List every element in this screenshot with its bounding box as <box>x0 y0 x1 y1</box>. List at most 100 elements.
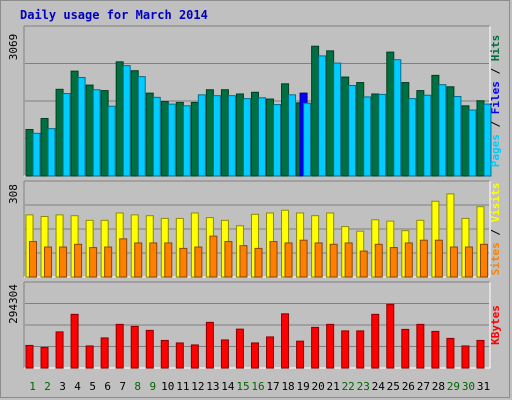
day-label-23: 23 <box>357 380 370 393</box>
bar-pages-day-18 <box>288 94 297 177</box>
bar-kbytes-day-13 <box>205 321 214 369</box>
panel-3-legend: KBytes <box>489 305 502 345</box>
day-label-3: 3 <box>59 380 66 393</box>
bar-sites-day-30 <box>464 246 473 278</box>
day-label-28: 28 <box>432 380 445 393</box>
day-label-21: 21 <box>327 380 340 393</box>
day-label-1: 1 <box>29 380 36 393</box>
bar-kbytes-day-29 <box>446 337 455 369</box>
day-label-27: 27 <box>417 380 430 393</box>
bar-sites-day-13 <box>209 235 218 278</box>
bar-kbytes-day-22 <box>341 330 350 369</box>
bar-pages-day-29 <box>453 96 462 177</box>
bar-hits-day-30 <box>461 105 470 177</box>
bar-kbytes-day-12 <box>190 344 199 369</box>
bar-pages-day-2 <box>47 128 56 177</box>
day-label-30: 30 <box>462 380 475 393</box>
panel-1-legend: Pages / Files / Hits <box>489 35 502 168</box>
bar-pages-day-11 <box>182 105 191 177</box>
bar-sites-day-21 <box>329 243 338 278</box>
bar-kbytes-day-11 <box>175 342 184 369</box>
day-label-29: 29 <box>447 380 460 393</box>
bar-pages-day-25 <box>393 59 402 177</box>
bar-sites-day-31 <box>479 243 488 278</box>
bar-pages-day-21 <box>333 62 342 177</box>
bar-kbytes-day-2 <box>40 346 49 369</box>
bar-hits-day-18 <box>281 83 290 177</box>
bar-kbytes-day-15 <box>235 328 244 369</box>
bar-sites-day-9 <box>149 242 158 278</box>
bar-kbytes-day-26 <box>401 328 410 369</box>
bar-kbytes-day-24 <box>371 313 380 369</box>
bar-pages-day-19 <box>303 102 312 177</box>
day-label-16: 16 <box>251 380 264 393</box>
bar-hits-day-11 <box>175 101 184 177</box>
bar-pages-day-4 <box>77 76 86 177</box>
bar-kbytes-day-21 <box>326 323 335 369</box>
bar-sites-day-12 <box>194 246 203 278</box>
bar-hits-day-1 <box>25 128 34 177</box>
day-label-14: 14 <box>221 380 235 393</box>
bar-pages-day-6 <box>107 105 116 177</box>
bar-kbytes-day-19 <box>296 340 305 369</box>
bar-pages-day-10 <box>167 103 176 177</box>
day-label-19: 19 <box>296 380 309 393</box>
bar-kbytes-day-23 <box>356 330 365 369</box>
bar-pages-day-12 <box>197 94 206 177</box>
bar-pages-day-28 <box>438 84 447 177</box>
bar-pages-day-20 <box>318 55 327 177</box>
bar-hits-day-17 <box>266 98 275 177</box>
bar-kbytes-day-30 <box>461 345 470 369</box>
bar-sites-day-10 <box>164 242 173 278</box>
bar-kbytes-day-8 <box>130 325 139 369</box>
bar-hits-day-27 <box>416 90 425 177</box>
bar-sites-day-15 <box>239 245 248 278</box>
bar-hits-day-16 <box>250 91 259 177</box>
day-label-24: 24 <box>372 380 386 393</box>
legend-separator: / <box>489 222 502 242</box>
day-label-25: 25 <box>387 380 400 393</box>
bar-hits-day-28 <box>431 74 440 177</box>
bar-pages-day-26 <box>408 98 417 177</box>
bar-hits-day-4 <box>70 70 79 177</box>
bar-pages-day-9 <box>152 96 161 177</box>
bar-sites-day-8 <box>134 242 143 278</box>
bar-pages-day-22 <box>348 85 357 177</box>
bar-sites-day-5 <box>89 247 98 278</box>
bar-pages-day-8 <box>137 76 146 177</box>
bar-hits-day-22 <box>341 76 350 177</box>
bar-sites-day-25 <box>389 247 398 278</box>
bar-kbytes-day-27 <box>416 323 425 369</box>
legend-kbytes: KBytes <box>489 305 502 345</box>
bar-kbytes-day-3 <box>55 331 64 369</box>
bar-sites-day-11 <box>179 247 188 278</box>
bar-hits-day-9 <box>145 92 154 177</box>
bar-sites-day-3 <box>59 246 68 278</box>
day-label-15: 15 <box>236 380 249 393</box>
bar-kbytes-day-18 <box>281 313 290 369</box>
bar-hits-day-24 <box>371 93 380 177</box>
legend-sites: Sites <box>489 242 502 275</box>
legend-files: Files <box>489 81 502 114</box>
day-label-11: 11 <box>176 380 189 393</box>
bar-pages-day-23 <box>363 96 372 177</box>
bar-hits-day-25 <box>386 51 395 177</box>
panel-3-scale-label: 294304 <box>7 284 20 324</box>
bar-pages-day-7 <box>122 65 131 177</box>
bar-hits-day-8 <box>130 70 139 177</box>
bar-hits-day-5 <box>85 84 94 177</box>
bar-kbytes-day-28 <box>431 330 440 369</box>
bar-kbytes-day-4 <box>70 313 79 369</box>
bar-hits-day-20 <box>311 45 320 177</box>
bar-kbytes-day-17 <box>266 336 275 369</box>
bar-pages-day-27 <box>423 94 432 177</box>
panel-1-scale-label: 3069 <box>7 34 20 61</box>
bar-kbytes-day-9 <box>145 329 154 369</box>
day-label-31: 31 <box>477 380 490 393</box>
bar-sites-day-7 <box>119 238 128 278</box>
bar-pages-day-31 <box>483 103 492 177</box>
bar-sites-day-26 <box>404 242 413 278</box>
bar-sites-day-4 <box>74 243 83 278</box>
bar-hits-day-13 <box>205 89 214 177</box>
bar-hits-day-14 <box>220 89 229 177</box>
